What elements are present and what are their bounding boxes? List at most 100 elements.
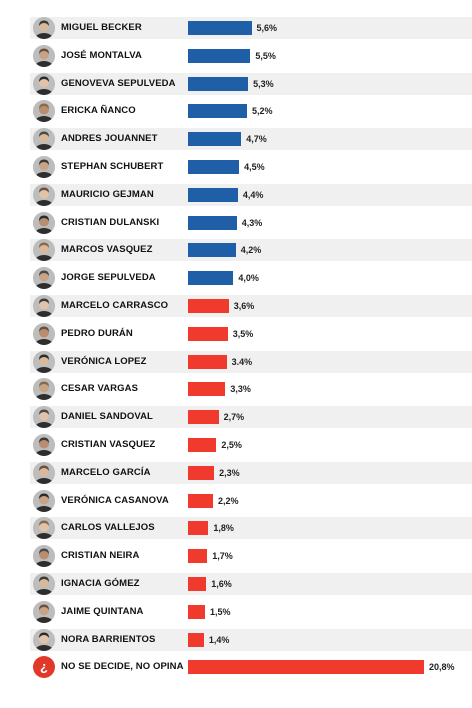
category-label: MARCOS VASQUEZ	[61, 244, 153, 256]
chart-row: VERÓNICA CASANOVA 2,2%	[30, 489, 472, 512]
avatar-photo	[33, 128, 55, 151]
avatar-photo	[33, 295, 55, 317]
bar	[188, 271, 234, 286]
avatar-photo	[33, 100, 55, 123]
category-label: ERICKA ÑANCO	[61, 105, 136, 117]
category-label: GENOVEVA SEPULVEDA	[61, 77, 176, 89]
chart-row: JORGE SEPULVEDA 4,0%	[30, 267, 472, 290]
avatar-photo	[33, 17, 55, 39]
avatar-photo	[33, 350, 55, 373]
chart-row: GENOVEVA SEPULVEDA 5,3%	[30, 72, 472, 95]
chart-row: DANIEL SANDOVAL 2,7%	[30, 406, 472, 429]
category-label: MAURICIO GEJMAN	[61, 188, 154, 200]
chart-row: CARLOS VALLEJOS 1,8%	[30, 517, 472, 540]
chart-row: JAIME QUINTANA 1,5%	[30, 600, 472, 623]
avatar-photo	[33, 461, 55, 484]
bar	[188, 604, 205, 619]
avatar-photo	[33, 239, 55, 262]
chart-row: STEPHAN SCHUBERT 4,5%	[30, 156, 472, 178]
bar	[188, 438, 217, 452]
value-label: 4,2%	[240, 245, 262, 256]
bar	[188, 632, 204, 647]
bar	[188, 243, 236, 258]
bar	[188, 104, 247, 119]
avatar-photo	[33, 545, 55, 568]
category-label: VERÓNICA LOPEZ	[61, 355, 147, 367]
question-icon: ¿	[33, 656, 55, 679]
avatar-photo	[33, 489, 55, 512]
value-label: 2,5%	[221, 440, 242, 450]
category-label: NORA BARRIENTOS	[61, 633, 156, 645]
bar	[188, 493, 213, 508]
chart-row: CRISTIAN DULANSKI 4,3%	[30, 211, 472, 234]
value-label: 3.4%	[231, 356, 253, 367]
avatar-photo	[33, 517, 55, 540]
value-label: 2,3%	[219, 467, 240, 478]
category-label: STEPHAN SCHUBERT	[61, 161, 164, 172]
chart-row: NORA BARRIENTOS 1,4%	[30, 628, 472, 651]
chart-row: MARCOS VASQUEZ 4,2%	[30, 239, 472, 262]
chart-row: ANDRES JOUANNET 4,7%	[30, 128, 472, 151]
bar	[188, 326, 228, 341]
category-label: JOSÉ MONTALVA	[61, 49, 142, 61]
chart-row: ¿ NO SE DECIDE, NO OPINA 20,8%	[30, 656, 472, 679]
category-label: CRISTIAN DULANSKI	[61, 216, 160, 228]
value-label: 1,8%	[213, 523, 234, 534]
category-label: JORGE SEPULVEDA	[61, 272, 156, 284]
value-label: 1,4%	[208, 634, 230, 645]
value-label: 2,2%	[218, 495, 239, 506]
value-label: 1,5%	[210, 606, 231, 617]
category-label: IGNACIA GÓMEZ	[61, 578, 140, 589]
bar	[188, 215, 237, 230]
category-label: MARCELO CARRASCO	[61, 300, 169, 311]
category-label: DANIEL SANDOVAL	[61, 411, 153, 423]
bar	[188, 48, 251, 63]
avatar-photo	[33, 600, 55, 623]
value-label: 4,7%	[246, 134, 267, 145]
category-label: MIGUEL BECKER	[61, 22, 142, 33]
bar	[188, 354, 227, 369]
value-label: 4,5%	[244, 162, 265, 172]
value-label: 3,3%	[230, 384, 251, 395]
avatar-photo	[33, 183, 55, 206]
bar	[188, 132, 242, 147]
chart-row: VERÓNICA LOPEZ 3.4%	[30, 350, 472, 373]
value-label: 4,3%	[241, 217, 263, 228]
category-label: CESAR VARGAS	[61, 383, 139, 395]
category-label: CRISTIAN NEIRA	[61, 550, 140, 562]
chart-row: CRISTIAN VASQUEZ 2,5%	[30, 434, 472, 456]
value-label: 5,3%	[253, 78, 274, 89]
bar	[188, 410, 219, 425]
bar	[188, 521, 209, 536]
avatar-photo	[33, 406, 55, 429]
bar	[188, 465, 215, 480]
category-label: ANDRES JOUANNET	[61, 133, 158, 145]
category-label: JAIME QUINTANA	[61, 605, 144, 617]
avatar-photo	[33, 378, 55, 401]
avatar-photo	[33, 322, 55, 345]
avatar-photo	[33, 628, 55, 651]
avatar-photo	[33, 434, 55, 456]
bar	[188, 549, 208, 564]
category-label: CRISTIAN VASQUEZ	[61, 439, 156, 450]
value-label: 1,6%	[211, 579, 232, 589]
avatar-photo	[33, 211, 55, 234]
value-label: 1,7%	[212, 551, 233, 562]
chart-row: CESAR VARGAS 3,3%	[30, 378, 472, 401]
chart-row: MARCELO GARCÍA 2,3%	[30, 461, 472, 484]
chart-row: PEDRO DURÁN 3,5%	[30, 322, 472, 345]
chart-row: IGNACIA GÓMEZ 1,6%	[30, 573, 472, 595]
value-label: 3,6%	[233, 301, 255, 311]
chart-row: MIGUEL BECKER 5,6%	[30, 17, 472, 39]
category-label: MARCELO GARCÍA	[61, 466, 151, 478]
avatar-photo	[33, 72, 55, 95]
avatar-photo	[33, 573, 55, 595]
value-label: 3,5%	[232, 328, 254, 339]
bar	[188, 299, 229, 313]
chart-row: JOSÉ MONTALVA 5,5%	[30, 44, 472, 67]
category-label: NO SE DECIDE, NO OPINA	[61, 661, 184, 673]
avatar-photo	[33, 156, 55, 178]
avatar-photo	[33, 267, 55, 290]
chart-row: MAURICIO GEJMAN 4,4%	[30, 183, 472, 206]
